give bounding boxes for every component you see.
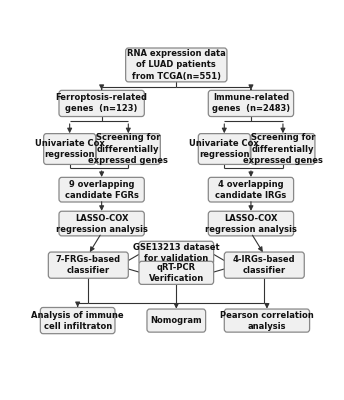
Text: 7-FRGs-based
classifier: 7-FRGs-based classifier — [56, 255, 121, 275]
FancyBboxPatch shape — [96, 134, 160, 164]
Text: qRT-PCR
Verification: qRT-PCR Verification — [149, 263, 204, 283]
Text: Pearson correlation
analysis: Pearson correlation analysis — [220, 310, 314, 331]
Text: 4 overlapping
candidate IRGs: 4 overlapping candidate IRGs — [215, 180, 287, 200]
FancyBboxPatch shape — [44, 134, 96, 164]
FancyBboxPatch shape — [147, 309, 206, 332]
FancyBboxPatch shape — [198, 134, 250, 164]
FancyBboxPatch shape — [139, 261, 214, 284]
FancyBboxPatch shape — [48, 252, 128, 278]
Text: Screening for
differentially
expressed genes: Screening for differentially expressed g… — [243, 134, 323, 165]
Text: Analysis of immune
cell infiltraton: Analysis of immune cell infiltraton — [31, 310, 124, 331]
Text: Screening for
differentially
expressed genes: Screening for differentially expressed g… — [88, 134, 168, 165]
FancyBboxPatch shape — [59, 211, 144, 236]
Text: Nomogram: Nomogram — [150, 316, 202, 325]
FancyBboxPatch shape — [224, 252, 304, 278]
Text: LASSO-COX
regression analysis: LASSO-COX regression analysis — [205, 214, 297, 234]
FancyBboxPatch shape — [59, 177, 144, 202]
FancyBboxPatch shape — [208, 177, 294, 202]
FancyBboxPatch shape — [208, 211, 294, 236]
Text: LASSO-COX
regression analysis: LASSO-COX regression analysis — [56, 214, 148, 234]
FancyBboxPatch shape — [40, 308, 115, 334]
FancyBboxPatch shape — [251, 134, 315, 164]
Text: Univariate Cox
regression: Univariate Cox regression — [190, 139, 259, 159]
Text: Ferroptosis-related
genes  (n=123): Ferroptosis-related genes (n=123) — [56, 93, 148, 114]
Text: GSE13213 dataset
for validation: GSE13213 dataset for validation — [133, 243, 219, 263]
FancyBboxPatch shape — [126, 48, 227, 82]
Text: 4-IRGs-based
classifier: 4-IRGs-based classifier — [233, 255, 295, 275]
Text: 9 overlapping
candidate FGRs: 9 overlapping candidate FGRs — [65, 180, 139, 200]
FancyBboxPatch shape — [224, 309, 310, 332]
FancyBboxPatch shape — [59, 90, 144, 116]
FancyBboxPatch shape — [208, 90, 294, 116]
Text: RNA expression data
of LUAD patients
from TCGA(n=551): RNA expression data of LUAD patients fro… — [127, 49, 226, 80]
Text: Univariate Cox
regression: Univariate Cox regression — [35, 139, 105, 159]
FancyBboxPatch shape — [139, 241, 214, 264]
Text: Immune-related
genes  (n=2483): Immune-related genes (n=2483) — [212, 93, 290, 114]
